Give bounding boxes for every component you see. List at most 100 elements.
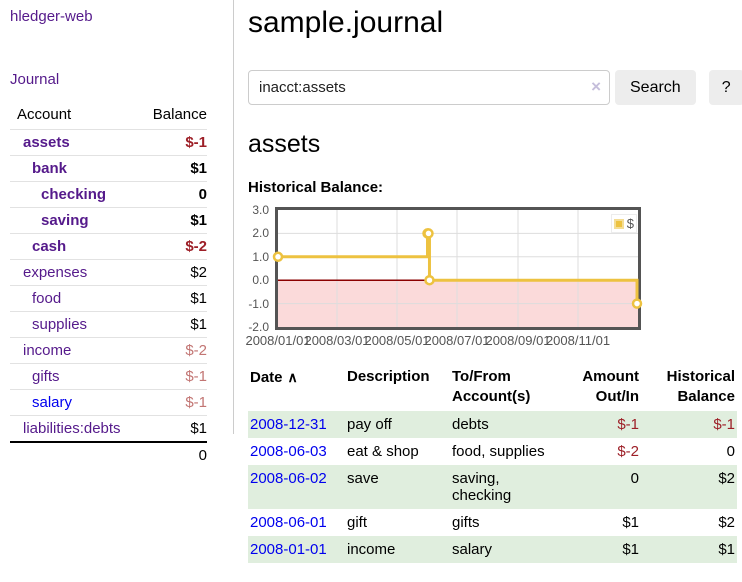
register-accounts: saving, checking xyxy=(452,470,512,504)
account-link[interactable]: expenses xyxy=(23,264,88,281)
account-link[interactable]: liabilities:debts xyxy=(23,420,121,437)
page-title: sample.journal xyxy=(248,6,444,39)
register-row: 2008-01-01 income salary $1 $1 xyxy=(248,536,737,563)
y-tick-label: 1.0 xyxy=(252,249,269,264)
register-date-link[interactable]: 2008-01-01 xyxy=(250,541,327,558)
account-name-cell: gifts xyxy=(10,363,109,390)
y-tick-label: 3.0 xyxy=(252,203,269,217)
register-header-row: Date ∧ Description To/From Account(s) Amount… xyxy=(248,365,737,411)
chart-y-axis: 3.0 2.0 1.0 0.0 -1.0 -2.0 xyxy=(248,203,275,334)
app-root: hledger-web Journal Account Balance asse… xyxy=(0,0,742,563)
register-header-date[interactable]: Date ∧ xyxy=(250,369,298,386)
account-row: food $1 xyxy=(10,285,207,312)
register-date-cell: 2008-06-03 xyxy=(248,438,345,465)
account-row: assets $-1 xyxy=(10,129,207,156)
search-button[interactable]: Search xyxy=(615,70,696,105)
account-balance: $-1 xyxy=(108,389,207,416)
legend-swatch-icon xyxy=(613,218,624,229)
register-date-link[interactable]: 2008-06-03 xyxy=(250,443,327,460)
account-link[interactable]: food xyxy=(32,290,62,307)
account-name-cell: supplies xyxy=(10,311,109,338)
account-balance: $-1 xyxy=(108,129,207,156)
account-link[interactable]: income xyxy=(23,342,72,359)
y-tick-label: 0.0 xyxy=(252,273,269,288)
account-link[interactable]: checking xyxy=(41,186,107,203)
account-link[interactable]: salary xyxy=(32,394,73,411)
account-link[interactable]: supplies xyxy=(32,316,88,333)
search-input[interactable] xyxy=(248,70,610,105)
sort-asc-icon: ∧ xyxy=(287,369,298,385)
register-row: 2008-06-01 gift gifts $1 $2 xyxy=(248,509,737,536)
account-balance: 0 xyxy=(108,181,207,208)
register-description: gift xyxy=(347,514,368,531)
account-link[interactable]: assets xyxy=(23,134,70,151)
accounts-total-value: 0 xyxy=(108,441,207,468)
register-date-link[interactable]: 2008-06-02 xyxy=(250,470,327,487)
search-box: × xyxy=(248,70,610,105)
sidebar: hledger-web Journal Account Balance asse… xyxy=(0,0,234,468)
account-link[interactable]: gifts xyxy=(32,368,60,385)
accounts-total-row: 0 xyxy=(10,441,207,468)
help-button[interactable]: ? xyxy=(708,70,742,105)
accounts-header-account: Account xyxy=(17,106,72,123)
register-amount: $-2 xyxy=(617,443,639,460)
account-name-cell: expenses xyxy=(10,259,109,286)
x-tick-label: 2008/01/01 xyxy=(245,333,311,348)
x-tick-label: 2008/09/01 xyxy=(485,333,551,348)
register-date-cell: 2008-01-01 xyxy=(248,536,345,563)
chart-point-marker xyxy=(631,298,643,309)
account-balance: $-1 xyxy=(108,363,207,390)
account-link[interactable]: cash xyxy=(32,238,67,255)
account-name-cell: assets xyxy=(10,129,109,156)
register-description: income xyxy=(347,541,396,558)
legend-label: $ xyxy=(626,216,634,231)
register-balance: $2 xyxy=(718,470,735,487)
register-header-tofrom[interactable]: To/From Account(s) xyxy=(452,368,531,405)
register-date-link[interactable]: 2008-12-31 xyxy=(250,416,327,433)
account-link[interactable]: saving xyxy=(41,212,89,229)
sidebar-nav: Journal xyxy=(10,71,233,88)
account-balance: $1 xyxy=(108,311,207,338)
register-row: 2008-12-31 pay off debts $-1 $-1 xyxy=(248,411,737,438)
register-row: 2008-06-02 save saving, checking 0 $2 xyxy=(248,465,737,509)
register-date-link[interactable]: 2008-06-01 xyxy=(250,514,327,531)
account-link[interactable]: bank xyxy=(32,160,68,177)
register-header-amount[interactable]: Amount Out/In xyxy=(582,368,639,405)
x-tick-label: 2008/05/01 xyxy=(364,333,430,348)
account-name-cell: bank xyxy=(10,155,109,182)
account-row: saving $1 xyxy=(10,207,207,234)
account-row: gifts $-1 xyxy=(10,363,207,390)
account-balance: $2 xyxy=(108,259,207,286)
register-amount: $-1 xyxy=(617,416,639,433)
app-title-link[interactable]: hledger-web xyxy=(10,8,93,25)
register-amount: $1 xyxy=(622,541,639,558)
register-header-description[interactable]: Description xyxy=(347,368,430,385)
register-balance: 0 xyxy=(726,443,735,460)
account-balance: $1 xyxy=(108,207,207,234)
x-tick-label: 2008/03/01 xyxy=(304,333,370,348)
nav-journal-link[interactable]: Journal xyxy=(10,71,60,88)
register-accounts: debts xyxy=(452,416,489,433)
chart-point-marker xyxy=(272,251,284,263)
account-balance: $1 xyxy=(108,415,207,442)
clear-search-icon[interactable]: × xyxy=(591,77,601,96)
account-name-cell: income xyxy=(10,337,109,364)
register-description: eat & shop xyxy=(347,443,419,460)
account-name-cell: food xyxy=(10,285,109,312)
register-amount: $1 xyxy=(622,514,639,531)
account-name-cell: checking xyxy=(10,181,109,208)
register-date-cell: 2008-06-02 xyxy=(248,465,345,509)
account-row: cash $-2 xyxy=(10,233,207,260)
historical-balance-chart: 3.0 2.0 1.0 0.0 -1.0 -2.0 $ 2008/01/01 2008/03… xyxy=(245,203,742,349)
account-balance: $-2 xyxy=(108,337,207,364)
account-balance: $1 xyxy=(108,155,207,182)
account-name-cell: saving xyxy=(10,207,109,234)
register-header-historical[interactable]: Historical Balance xyxy=(666,368,735,405)
account-balance: $1 xyxy=(108,285,207,312)
register-balance: $2 xyxy=(718,514,735,531)
x-tick-label: 2008/07/01 xyxy=(424,333,490,348)
y-tick-label: -2.0 xyxy=(248,320,269,334)
chart-title: Historical Balance: xyxy=(248,179,384,196)
main-content: sample.journal × Search ? assets Histori… xyxy=(234,0,742,563)
register-table: Date ∧ Description To/From Account(s) Amount… xyxy=(248,365,737,563)
